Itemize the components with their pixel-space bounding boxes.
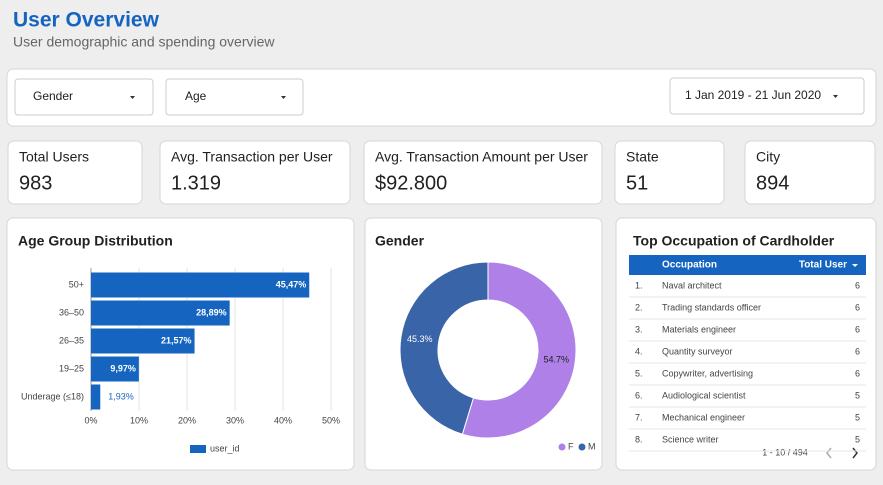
data-label: 9,97%: [110, 363, 136, 373]
total-user: 6: [855, 280, 860, 290]
x-tick-label: 20%: [178, 415, 196, 425]
row-number: 6.: [635, 390, 643, 400]
kpi-label: City: [756, 149, 780, 165]
y-tick-label: 50+: [69, 279, 84, 289]
kpi-card: [363, 140, 603, 205]
pagination: 1 - 10 / 494: [762, 447, 808, 457]
y-tick-label: 19–25: [59, 363, 84, 373]
chart-title: Age Group Distribution: [18, 233, 173, 249]
kpi-value: $92.800: [375, 172, 447, 194]
x-tick-label: 50%: [322, 415, 340, 425]
kpi-label: Avg. Transaction per User: [171, 149, 333, 165]
page-subtitle: User demographic and spending overview: [13, 34, 275, 50]
next-page[interactable]: [852, 447, 858, 459]
date-range-picker[interactable]: 1 Jan 2019 - 21 Jun 2020: [669, 77, 865, 115]
kpi-card: [159, 140, 351, 205]
y-tick-label: Underage (≤18): [21, 391, 84, 401]
total-user: 5: [855, 434, 860, 444]
y-tick-label: 36–50: [59, 307, 84, 317]
date-range: 1 Jan 2019 - 21 Jun 2020: [685, 88, 821, 102]
occupation: Science writer: [662, 434, 719, 444]
occupation: Mechanical engineer: [662, 412, 745, 422]
total-user: 6: [855, 346, 860, 356]
kpi-label: State: [626, 149, 659, 165]
donut-slice: [399, 261, 489, 435]
prev-page[interactable]: [826, 447, 832, 459]
gender-dropdown[interactable]: Gender: [14, 78, 154, 116]
column-header[interactable]: Total User: [799, 260, 847, 271]
legend-label: M: [588, 441, 596, 451]
kpi-label: Total Users: [19, 149, 89, 165]
row-number: 5.: [635, 368, 643, 378]
row-number: 7.: [635, 412, 643, 422]
data-label: 28,89%: [196, 307, 227, 317]
legend-label: F: [568, 441, 574, 451]
data-label: 45,47%: [276, 279, 307, 289]
occupation: Naval architect: [662, 280, 722, 290]
total-user: 6: [855, 324, 860, 334]
kpi-value: 51: [626, 172, 648, 194]
table-header: [629, 255, 866, 275]
kpi-value: 983: [19, 172, 52, 194]
data-label: 1,93%: [108, 391, 134, 401]
occupation: Trading standards officer: [662, 302, 761, 312]
dropdown-label: Gender: [33, 89, 73, 103]
x-tick-label: 30%: [226, 415, 244, 425]
occupation: Quantity surveyor: [662, 346, 733, 356]
x-tick-label: 10%: [130, 415, 148, 425]
kpi-card: [744, 140, 876, 205]
legend-swatch: [578, 443, 586, 451]
column-header: Occupation: [662, 260, 717, 271]
y-tick-label: 26–35: [59, 335, 84, 345]
donut-slice: [461, 261, 577, 439]
row-number: 2.: [635, 302, 643, 312]
x-tick-label: 40%: [274, 415, 292, 425]
row-number: 8.: [635, 434, 643, 444]
bar: [91, 384, 101, 410]
kpi-label: Avg. Transaction Amount per User: [375, 149, 588, 165]
occupation: Copywriter, advertising: [662, 368, 753, 378]
kpi-value: 894: [756, 172, 789, 194]
legend-swatch: [190, 445, 206, 453]
bar: [91, 356, 139, 382]
kpi-value: 1.319: [171, 172, 221, 194]
age-dropdown[interactable]: Age: [165, 78, 304, 116]
data-label: 45.3%: [407, 334, 433, 344]
total-user: 5: [855, 412, 860, 422]
occupation: Audiological scientist: [662, 390, 746, 400]
data-label: 21,57%: [161, 335, 192, 345]
chart-title: Gender: [375, 233, 425, 249]
row-number: 4.: [635, 346, 643, 356]
dropdown-label: Age: [185, 89, 207, 103]
bar: [91, 328, 195, 354]
bar: [91, 300, 230, 326]
total-user: 5: [855, 390, 860, 400]
row-number: 1.: [635, 280, 643, 290]
total-user: 6: [855, 302, 860, 312]
legend-label: user_id: [210, 443, 240, 453]
table-title: Top Occupation of Cardholder: [633, 233, 835, 249]
total-user: 6: [855, 368, 860, 378]
occupation: Materials engineer: [662, 324, 736, 334]
bar: [91, 272, 310, 298]
page-title: User Overview: [13, 9, 160, 32]
data-label: 54.7%: [543, 355, 569, 365]
kpi-card: [614, 140, 725, 205]
row-number: 3.: [635, 324, 643, 334]
legend-swatch: [558, 443, 566, 451]
x-tick-label: 0%: [84, 415, 97, 425]
sort-icon[interactable]: [852, 264, 858, 267]
kpi-card: [7, 140, 143, 205]
